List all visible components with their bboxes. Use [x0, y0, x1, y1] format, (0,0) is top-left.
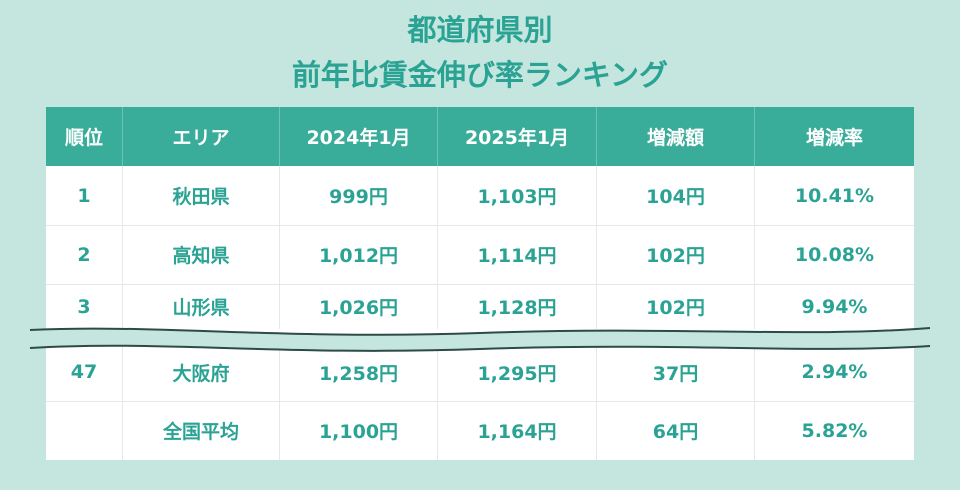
table-row: 全国平均 1,100円 1,164円 64円 5.82% — [46, 401, 914, 460]
rank-cell — [46, 401, 123, 460]
wage-2025-cell: 1,128円 — [438, 284, 597, 329]
area-cell: 高知県 — [123, 225, 280, 284]
header-change-amount: 増減額 — [597, 107, 755, 166]
wage-2025-cell: 1,114円 — [438, 225, 597, 284]
change-rate-cell: 10.08% — [794, 243, 875, 266]
rank-cell: 1 — [46, 166, 123, 225]
header-area: エリア — [123, 107, 280, 166]
header-2024-jan: 2024年1月 — [280, 107, 438, 166]
wage-2024-cell: 1,100円 — [280, 401, 438, 460]
change-amount-cell: 64円 — [597, 401, 755, 460]
table-row: 2 高知県 1,012円 1,114円 102円 10.08% — [46, 225, 914, 285]
wage-2025-cell: 1,295円 — [438, 343, 597, 401]
wage-2024-cell: 1,026円 — [280, 284, 438, 329]
change-rate-cell: 2.94% — [801, 361, 868, 383]
header-rank: 順位 — [46, 107, 123, 166]
table-break-divider — [0, 327, 960, 352]
change-rate-cell: 5.82% — [801, 419, 868, 442]
header-2025-jan: 2025年1月 — [438, 107, 597, 166]
table-row: 1 秋田県 999円 1,103円 104円 10.41% — [46, 166, 914, 226]
table-header-row: 順位 エリア 2024年1月 2025年1月 増減額 増減率 — [46, 107, 914, 166]
wage-2025-cell: 1,103円 — [438, 166, 597, 225]
rank-cell: 47 — [46, 343, 123, 401]
rank-cell: 2 — [46, 225, 123, 284]
change-amount-cell: 102円 — [597, 225, 755, 284]
area-cell: 山形県 — [123, 284, 280, 329]
change-rate-cell: 10.41% — [794, 184, 875, 207]
table-row: 3 山形県 1,026円 1,128円 102円 9.94% — [46, 284, 914, 329]
page-title: 都道府県別 — [407, 13, 553, 47]
wage-2024-cell: 999円 — [280, 166, 438, 225]
area-cell: 秋田県 — [123, 166, 280, 225]
wage-2024-cell: 1,012円 — [280, 225, 438, 284]
rank-cell: 3 — [46, 284, 123, 329]
wage-2025-cell: 1,164円 — [438, 401, 597, 460]
change-amount-cell: 37円 — [597, 343, 755, 401]
area-cell: 大阪府 — [123, 343, 280, 401]
change-amount-cell: 104円 — [597, 166, 755, 225]
header-change-rate: 増減率 — [805, 127, 863, 149]
wage-2024-cell: 1,258円 — [280, 343, 438, 401]
page-subtitle: 前年比賃金伸び率ランキング — [291, 58, 669, 92]
table-row: 47 大阪府 1,258円 1,295円 37円 2.94% — [46, 343, 914, 402]
change-rate-cell: 9.94% — [801, 295, 868, 318]
change-amount-cell: 102円 — [597, 284, 755, 329]
ranking-table: 順位 エリア 2024年1月 2025年1月 増減額 増減率 1 秋田県 999… — [46, 107, 914, 460]
area-cell: 全国平均 — [123, 401, 280, 460]
